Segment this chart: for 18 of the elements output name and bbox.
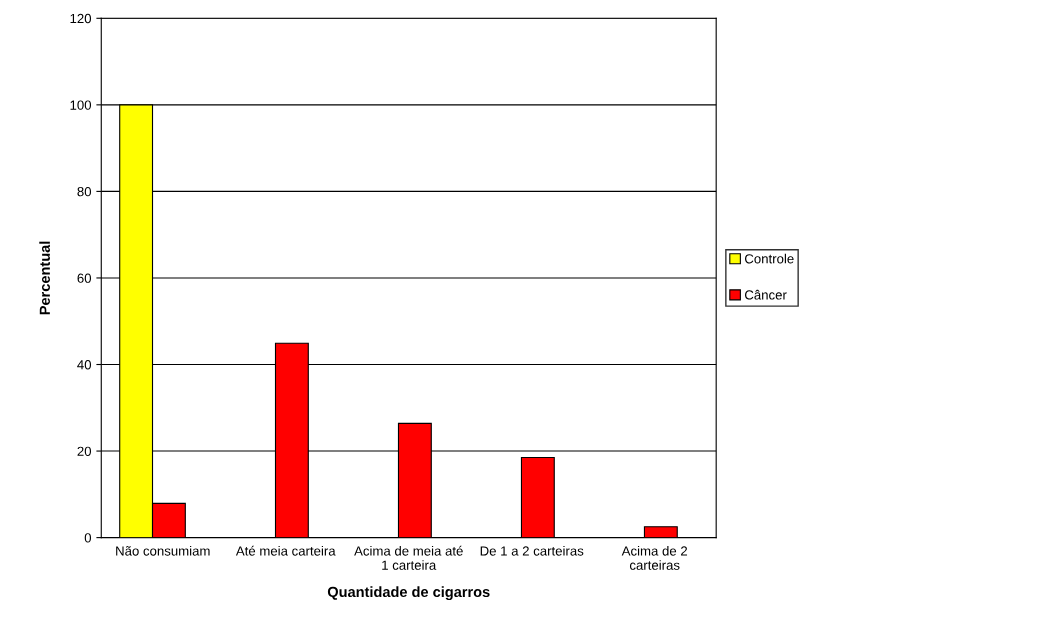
x-tick-label: Acima de 2 carteiras	[621, 545, 688, 570]
x-axis-title: Quantidade de cigarros	[327, 586, 490, 600]
y-axis-title: Percentual	[39, 241, 50, 315]
legend-label: Controle	[745, 253, 794, 264]
bar	[643, 526, 678, 538]
x-tick-label: De 1 a 2 carteiras	[480, 545, 584, 556]
x-tick-label: Até meia carteira	[235, 545, 336, 556]
y-tick-label: 100	[70, 100, 92, 110]
x-tick-label: Acima de meia até 1 carteira	[354, 545, 463, 570]
legend-label: Câncer	[745, 289, 787, 300]
y-tick-label: 40	[77, 360, 92, 370]
y-tick-label: 60	[77, 273, 92, 283]
y-tick-label: 0	[84, 533, 92, 543]
y-tick-label: 80	[77, 186, 92, 197]
y-tick-label: 120	[70, 13, 92, 24]
x-tick-label: Não consumiam	[116, 545, 210, 556]
bar	[520, 456, 555, 538]
y-tick-label: 20	[77, 446, 92, 456]
